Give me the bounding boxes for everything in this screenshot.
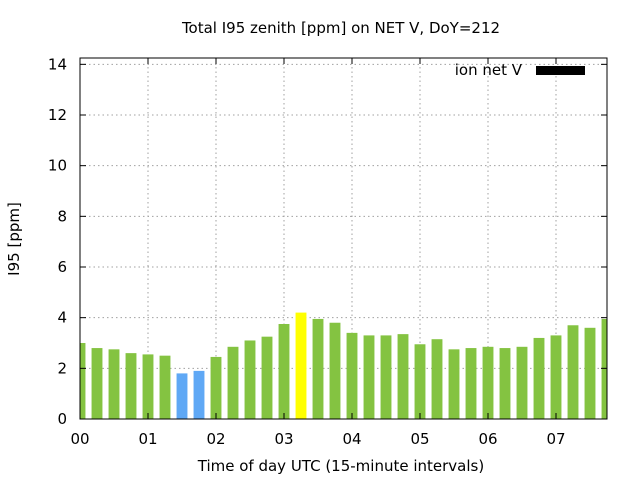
bar [567,325,579,419]
y-tick-label: 10 [48,157,67,175]
bar [584,327,596,419]
bar [91,348,103,419]
y-tick-label: 12 [48,106,67,124]
bar [142,354,154,419]
x-axis-ticks: 00 01 02 03 04 05 06 07 [70,58,566,448]
x-tick-label: 04 [342,430,361,448]
bar [278,324,290,419]
bar [108,349,120,419]
x-tick-label: 01 [138,430,157,448]
x-tick-label: 05 [410,430,429,448]
bar [210,356,222,419]
x-tick-label: 07 [546,430,565,448]
legend-swatch [536,66,585,75]
x-axis-label: Time of day UTC (15-minute intervals) [197,457,484,475]
legend: ion net V [455,61,585,79]
bar [397,334,409,419]
x-tick-label: 02 [206,430,225,448]
bar [533,337,545,419]
y-tick-label: 4 [57,309,67,327]
plot-frame [79,57,608,420]
bar [312,318,324,419]
grid [80,58,607,419]
bar [329,322,341,419]
y-tick-label: 8 [57,207,67,225]
y-axis-ticks: 0 2 4 6 8 10 12 14 [48,55,607,428]
bar [261,336,273,419]
legend-label: ion net V [455,61,523,79]
bar [244,340,256,419]
bar [380,335,392,419]
x-tick-label: 00 [70,430,89,448]
bar [550,335,562,419]
bar [193,370,205,419]
bar [516,346,528,419]
bar [125,353,137,419]
x-tick-label: 06 [478,430,497,448]
bar [601,318,607,419]
y-tick-label: 14 [48,55,67,73]
bar [499,348,511,419]
bar [80,343,86,419]
y-tick-label: 0 [57,410,67,428]
bar [346,332,358,419]
y-tick-label: 6 [57,258,67,276]
x-tick-label: 03 [274,430,293,448]
bar [176,373,188,419]
bar [414,344,426,419]
y-axis-label: I95 [ppm] [5,202,23,276]
bar [482,346,494,419]
bar [363,335,375,419]
bar [448,349,460,419]
bar [159,355,171,419]
bar [431,339,443,419]
bar [465,348,477,419]
bar [295,312,307,419]
bar [227,346,239,419]
chart-title: Total I95 zenith [ppm] on NET V, DoY=212 [181,19,500,37]
y-tick-label: 2 [57,359,67,377]
bars [80,312,607,419]
